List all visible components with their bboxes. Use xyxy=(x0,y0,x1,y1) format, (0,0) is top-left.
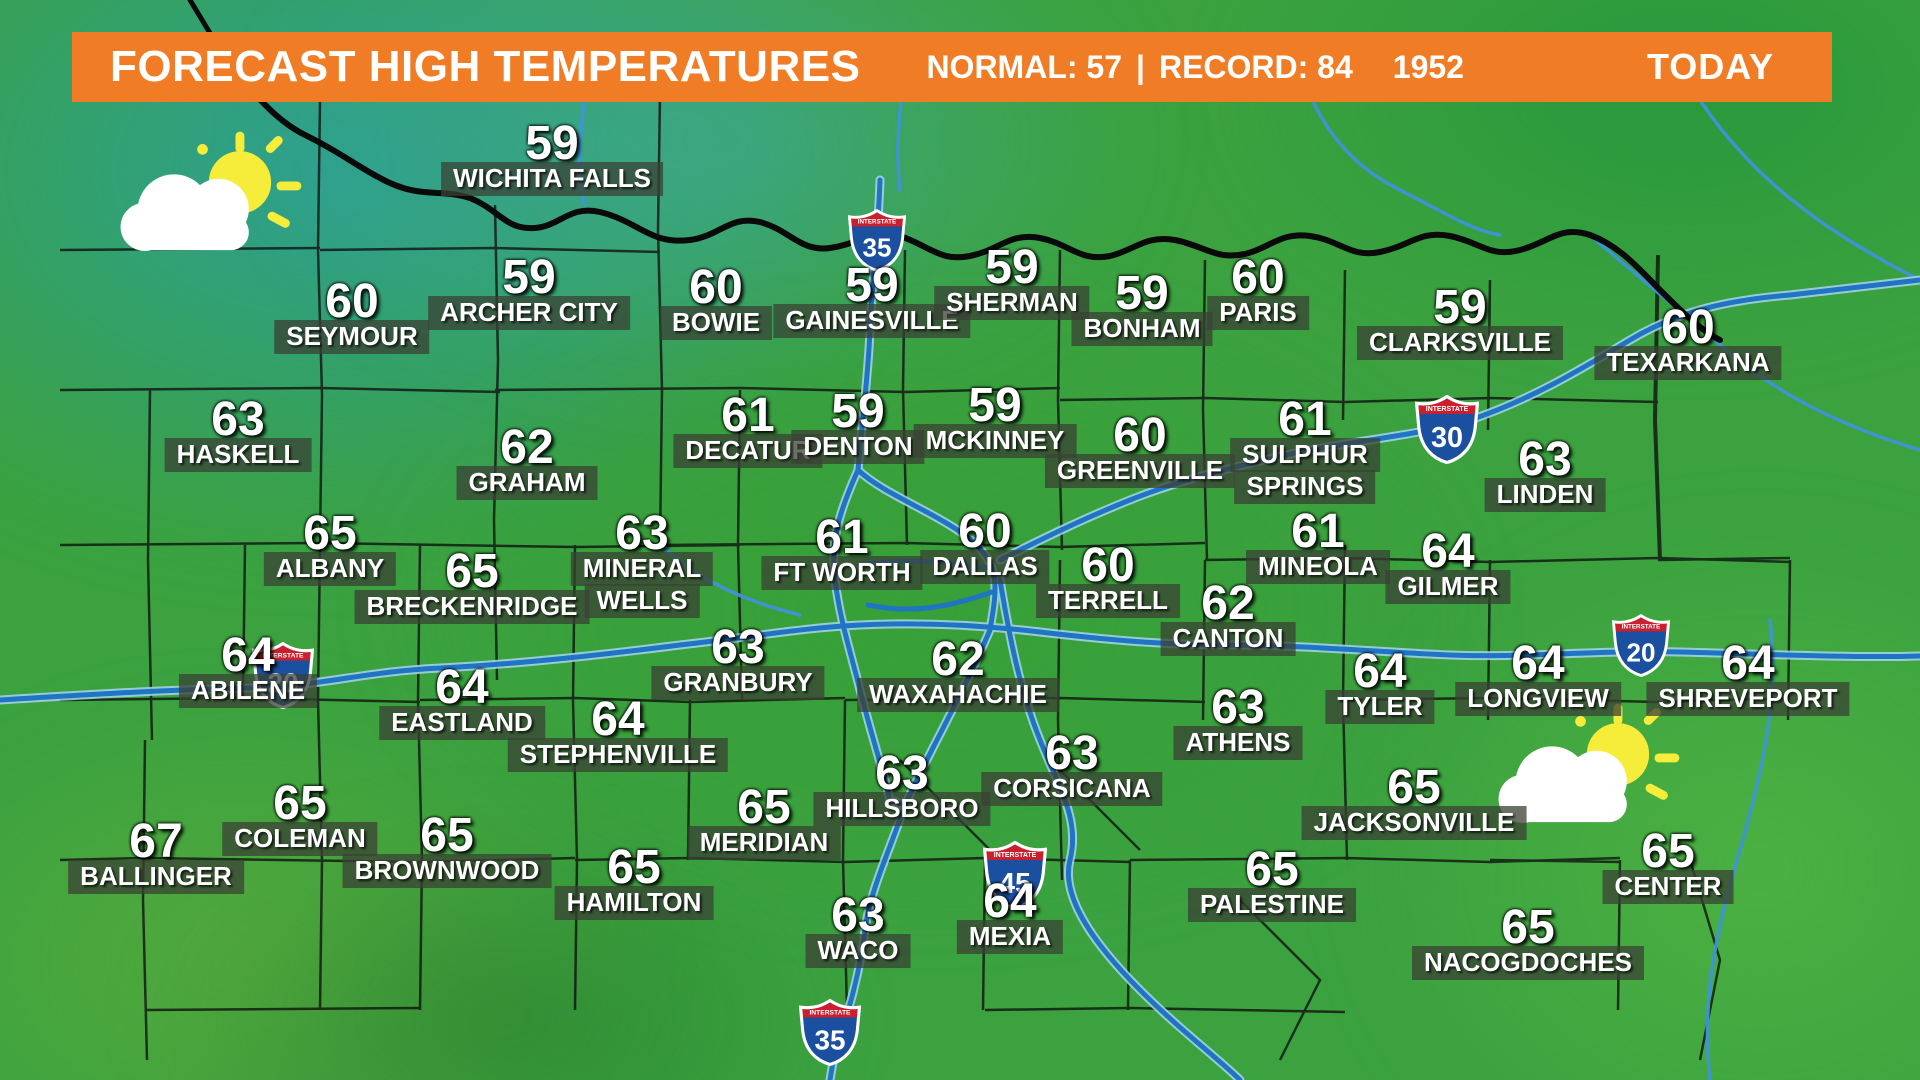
header-bar: FORECAST HIGH TEMPERATURES NORMAL: 57 | … xyxy=(72,32,1832,102)
normal-label: NORMAL: xyxy=(926,48,1078,85)
svg-text:INTERSTATE: INTERSTATE xyxy=(858,219,896,226)
svg-text:35: 35 xyxy=(862,232,891,262)
svg-text:30: 30 xyxy=(1431,422,1463,454)
interstate-45-shield-icon: INTERSTATE 45 xyxy=(982,840,1048,915)
normal-value: 57 xyxy=(1086,48,1122,85)
day-badge: TODAY xyxy=(1646,46,1774,87)
svg-text:INTERSTATE: INTERSTATE xyxy=(1622,624,1660,631)
header-stats: NORMAL: 57 | RECORD: 84 1952 xyxy=(926,49,1464,86)
interstate-35-shield-icon: INTERSTATE 35 xyxy=(798,998,862,1071)
svg-text:45: 45 xyxy=(999,868,1031,900)
svg-text:35: 35 xyxy=(814,1025,845,1056)
svg-text:INTERSTATE: INTERSTATE xyxy=(1426,406,1469,413)
partly-cloudy-icon xyxy=(117,131,313,270)
svg-text:20: 20 xyxy=(267,668,298,699)
svg-text:INTERSTATE: INTERSTATE xyxy=(809,1009,851,1016)
page-title: FORECAST HIGH TEMPERATURES xyxy=(110,42,861,91)
interstate-20-shield-icon: INTERSTATE 20 xyxy=(251,641,315,714)
svg-text:20: 20 xyxy=(1626,637,1655,667)
stats-separator: | xyxy=(1136,48,1145,85)
record-label: RECORD: xyxy=(1158,48,1309,85)
interstate-35-shield-icon: INTERSTATE 35 xyxy=(847,208,907,277)
record-year: 1952 xyxy=(1392,48,1464,85)
record-value: 84 xyxy=(1317,48,1353,85)
interstate-30-shield-icon: INTERSTATE 30 xyxy=(1414,394,1480,469)
svg-text:INTERSTATE: INTERSTATE xyxy=(994,852,1037,859)
svg-text:INTERSTATE: INTERSTATE xyxy=(262,652,304,659)
partly-cloudy-icon xyxy=(1495,703,1691,842)
interstate-20-shield-icon: INTERSTATE 20 xyxy=(1611,613,1671,682)
